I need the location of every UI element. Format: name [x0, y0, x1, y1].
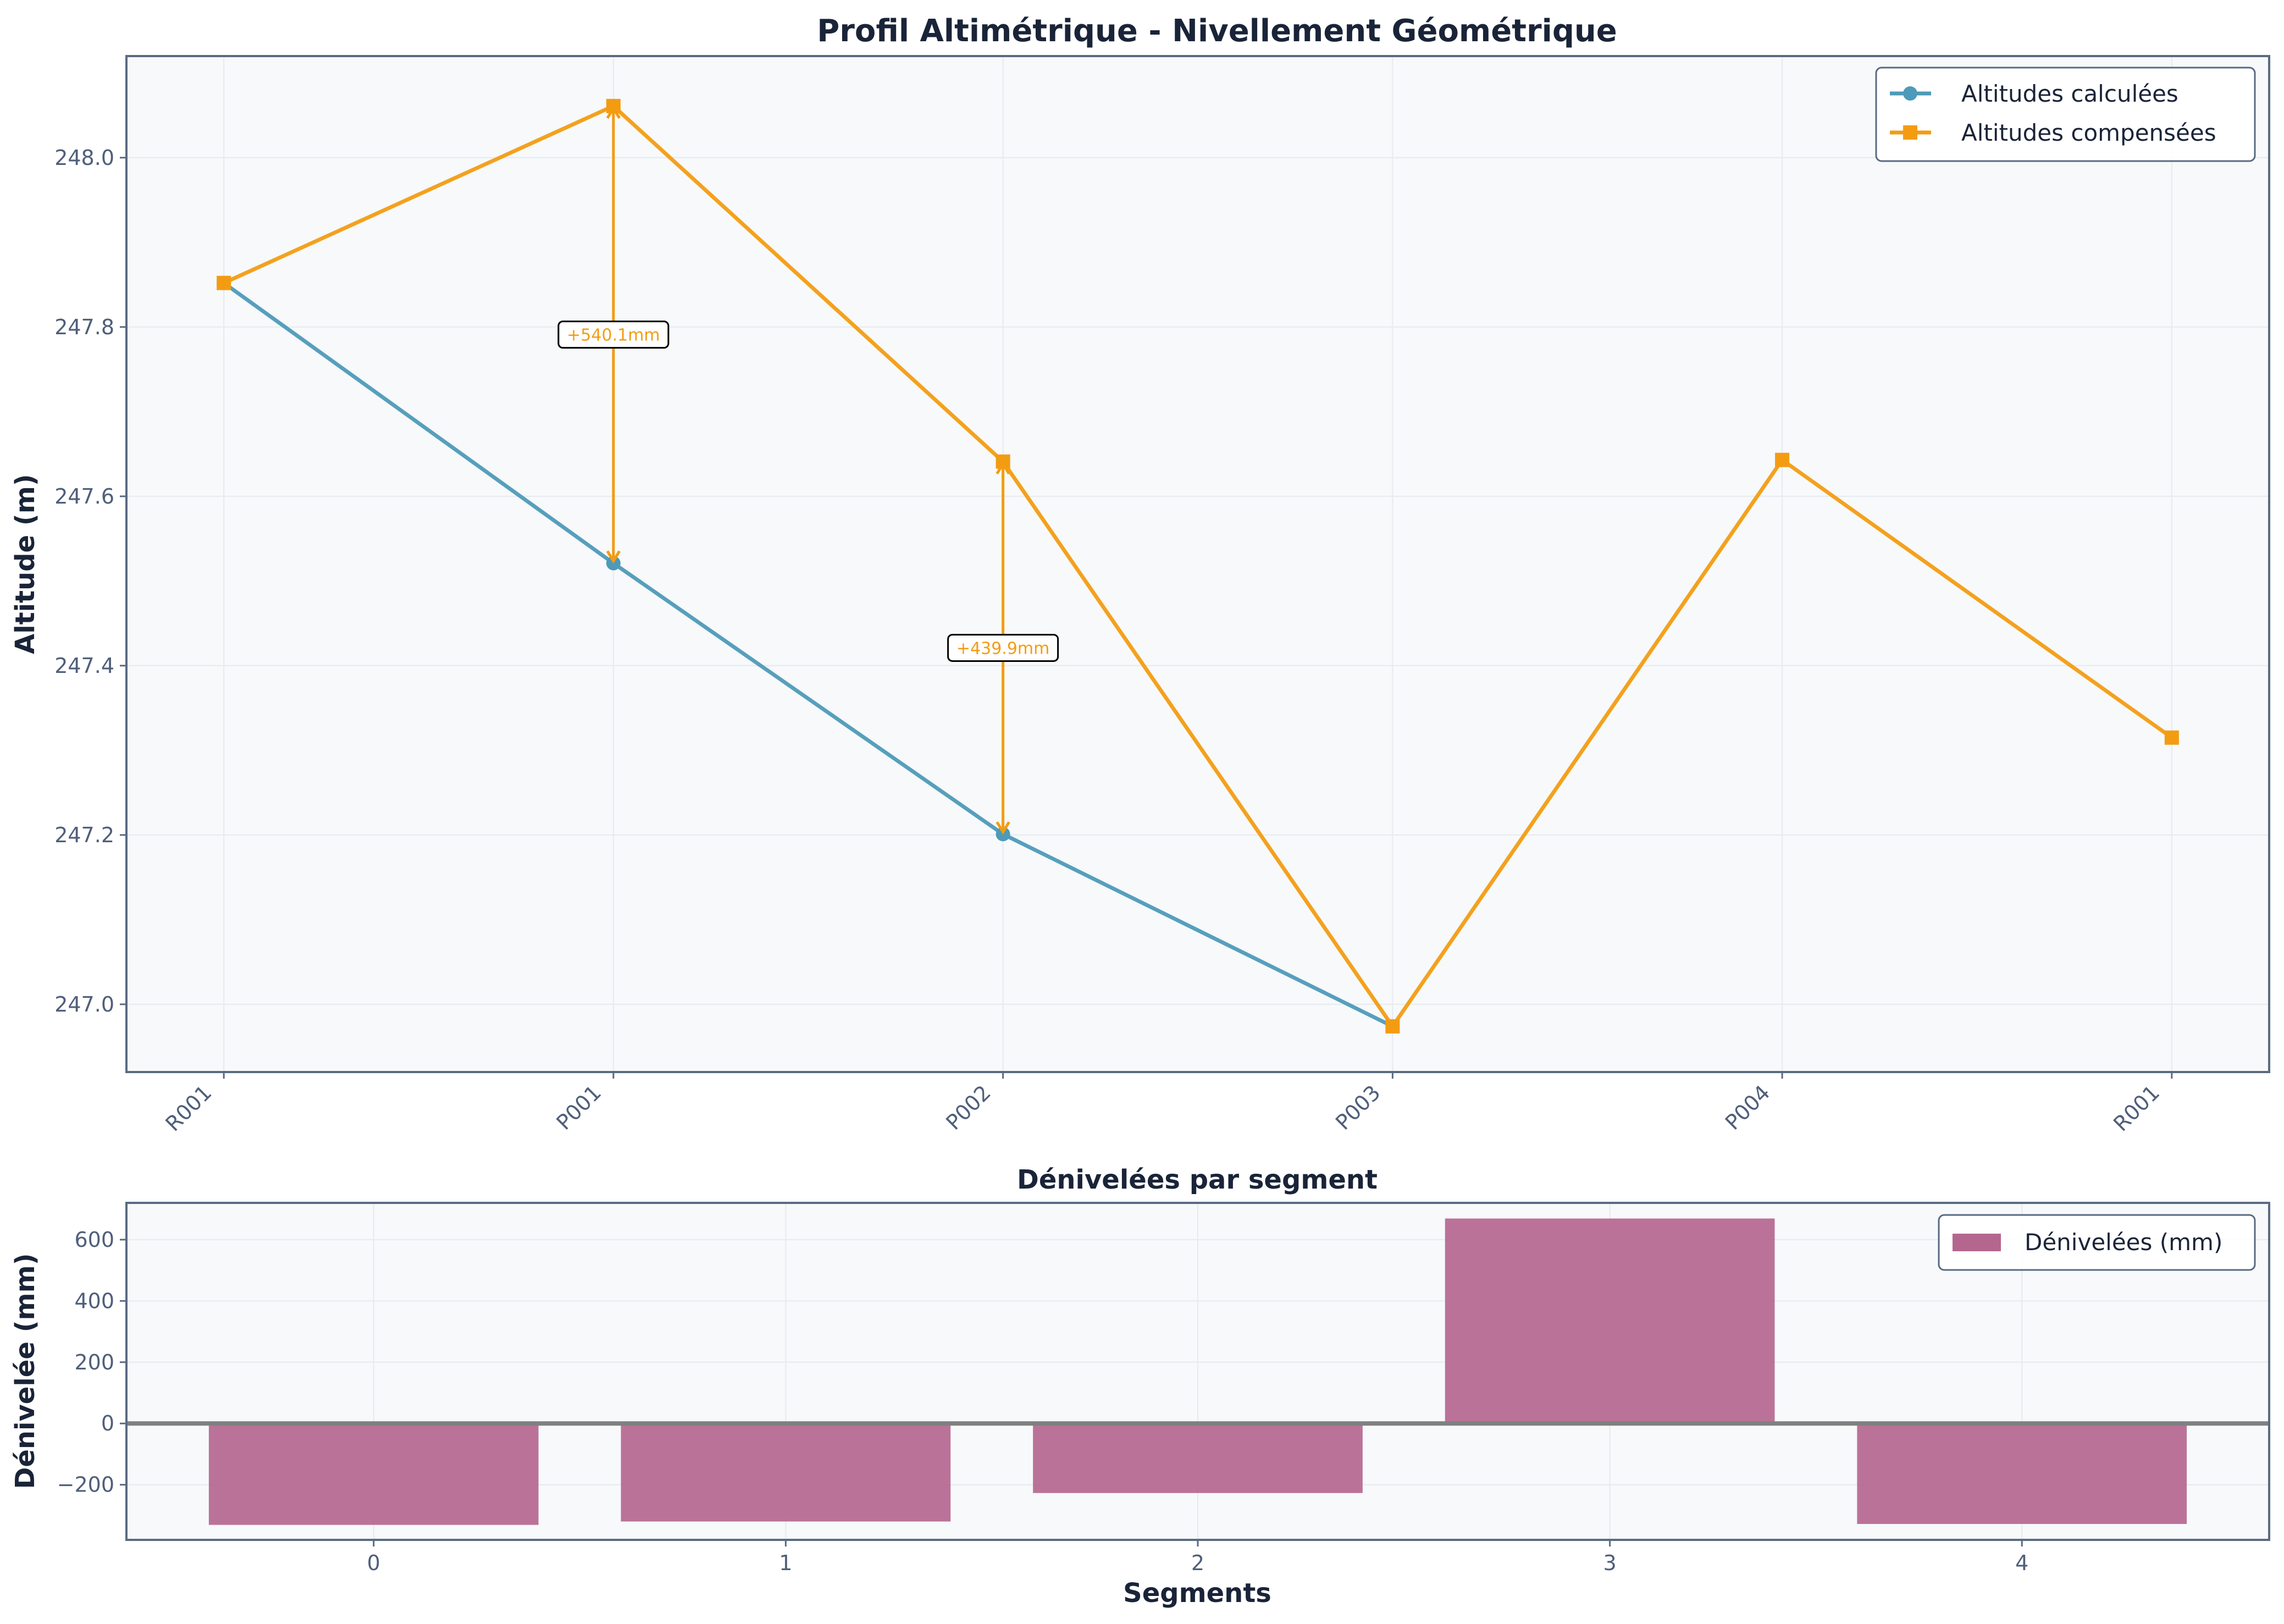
legend-denivelee-swatch: [1953, 1234, 2001, 1251]
line-chart-y-ticks: 247.0 247.2 247.4 247.6 247.8 248.0: [54, 146, 126, 1017]
line-chart-frame: [125, 55, 2270, 1073]
line-chart-annotations: +540.1mm +439.9mm: [557, 106, 1059, 835]
annotation-arrowhead: [996, 821, 1010, 835]
data-point-comp: [1385, 1019, 1400, 1034]
data-point-comp: [1775, 452, 1790, 467]
bar-chart-bars: [208, 1218, 2187, 1525]
annotation-arrowhead: [996, 461, 1010, 474]
annotation-box: [947, 633, 1059, 662]
legend-comp-label: Altitudes compensées: [1961, 119, 2216, 146]
y-tick-label: −200: [57, 1473, 114, 1497]
y-tick-label: 247.0: [54, 992, 114, 1017]
x-tick-label: 1: [779, 1551, 792, 1575]
bar-chart-y-ticks: −200 0 200 400 600: [57, 1228, 126, 1497]
legend-calc-marker: [1903, 86, 1917, 101]
bar-chart-legend: Dénivelées (mm): [1938, 1214, 2256, 1271]
annotation-arrowhead: [606, 550, 621, 564]
y-tick-label: 247.4: [54, 654, 114, 678]
y-tick-label: 200: [74, 1350, 114, 1374]
legend-box: [1875, 67, 2256, 162]
data-point-comp: [217, 275, 231, 290]
annotation-arrowhead: [606, 106, 621, 119]
x-tick-label: 3: [1603, 1551, 1617, 1575]
bar-segment-3: [1445, 1218, 1775, 1424]
line-chart-legend: Altitudes calculées Altitudes compensées: [1875, 67, 2256, 162]
y-tick-label: 248.0: [54, 146, 114, 170]
bar-chart-frame: [125, 1202, 2270, 1541]
legend-calc-label: Altitudes calculées: [1961, 80, 2178, 107]
series-line-comp: [223, 104, 2173, 1029]
series-line-calc: [223, 281, 1393, 1028]
bar-chart-x-axis-label: Segments: [1123, 1578, 1271, 1609]
x-tick-label: 0: [367, 1551, 380, 1575]
y-tick-label: 247.6: [54, 484, 114, 509]
legend-denivelee-label: Dénivelées (mm): [2025, 1229, 2222, 1256]
x-tick-label: 4: [2015, 1551, 2028, 1575]
line-chart-title: Profil Altimétrique - Nivellement Géomét…: [817, 13, 1617, 49]
annotation-label: +540.1mm: [567, 326, 660, 345]
bar-segment-0: [208, 1423, 539, 1525]
bar-chart-x-ticks: 0 1 2 3 4: [367, 1540, 2028, 1575]
line-chart-series: [217, 98, 2179, 1034]
bar-segment-2: [1033, 1423, 1363, 1493]
line-chart-plot-area: [126, 56, 2269, 1072]
annotation-box: [557, 321, 670, 349]
line-chart-y-axis-label: Altitude (m): [10, 474, 41, 654]
bar-segment-1: [621, 1423, 951, 1522]
bar-segment-4: [1857, 1423, 2187, 1524]
y-tick-label: 400: [74, 1289, 114, 1313]
y-tick-label: 247.8: [54, 315, 114, 339]
y-tick-label: 0: [101, 1411, 114, 1435]
bar-chart-y-axis-label: Dénivelée (mm): [10, 1253, 41, 1489]
legend-comp-marker: [1903, 125, 1917, 140]
x-tick-label: 2: [1191, 1551, 1204, 1575]
y-tick-label: 600: [74, 1228, 114, 1252]
annotation-label: +439.9mm: [956, 639, 1049, 658]
y-tick-label: 247.2: [54, 823, 114, 847]
legend-box: [1938, 1214, 2256, 1271]
data-point-comp: [2164, 730, 2179, 745]
bar-chart-title: Dénivelées par segment: [1017, 1164, 1378, 1195]
